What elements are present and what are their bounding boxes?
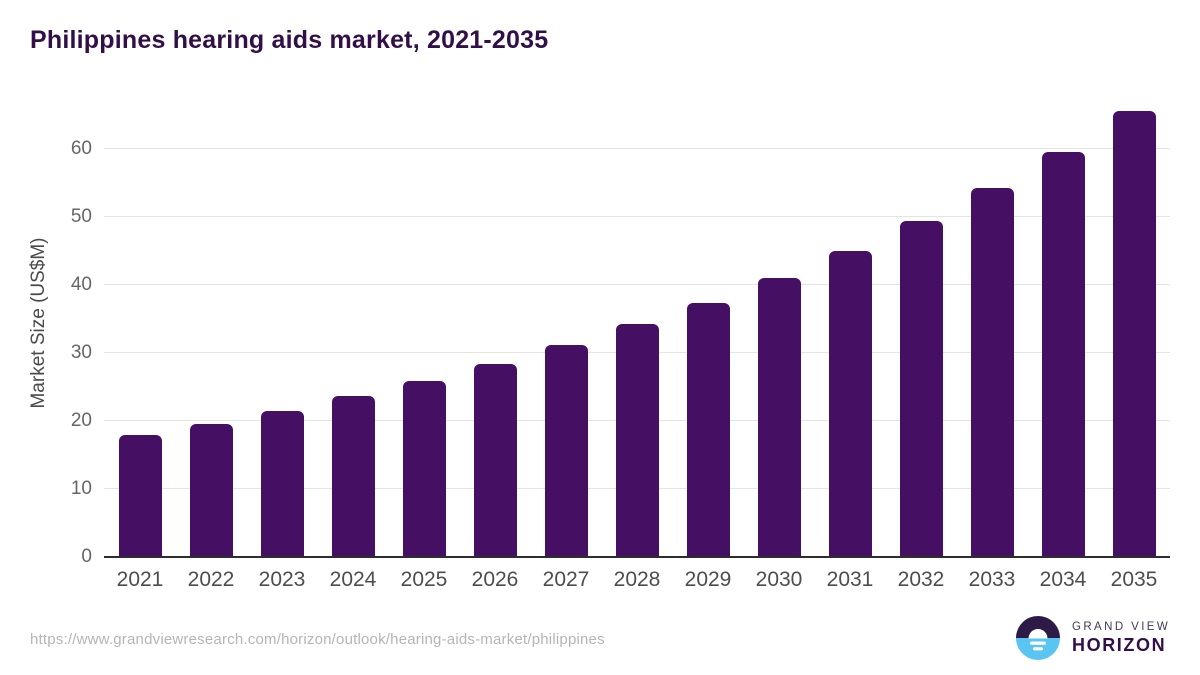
logo-line1: GRAND VIEW	[1072, 621, 1171, 633]
y-tick-label: 20	[70, 409, 92, 431]
x-tick-label: 2034	[1039, 568, 1087, 591]
x-tick-label: 2023	[258, 568, 306, 591]
x-tick-label: 2029	[684, 568, 732, 591]
grand-view-horizon-logo[interactable]: GRAND VIEW HORIZON	[1016, 616, 1170, 660]
bar-2027[interactable]	[544, 345, 588, 557]
y-tick-label: 50	[70, 205, 92, 227]
bar-2030[interactable]	[757, 278, 801, 557]
logo-text: GRAND VIEW HORIZON	[1072, 620, 1170, 656]
bar-2029[interactable]	[686, 302, 730, 557]
source-url: https://www.grandviewresearch.com/horizo…	[30, 631, 605, 648]
page-title: Philippines hearing aids market, 2021-20…	[30, 26, 549, 54]
bar-2025[interactable]	[402, 380, 446, 557]
bar-2028[interactable]	[615, 324, 659, 557]
logo-line2: HORIZON	[1072, 635, 1167, 655]
bar-2023[interactable]	[260, 410, 304, 557]
x-tick-label: 2025	[400, 568, 448, 591]
bar-2034[interactable]	[1041, 151, 1085, 557]
bar-2026[interactable]	[473, 363, 517, 557]
x-tick-label: 2033	[968, 568, 1016, 591]
bar-2031[interactable]	[828, 250, 872, 557]
gridline	[104, 216, 1170, 218]
x-tick-label: 2031	[826, 568, 874, 591]
x-tick-label: 2032	[897, 568, 945, 591]
bar-2033[interactable]	[970, 188, 1014, 557]
gridline	[104, 148, 1170, 150]
gridline	[104, 284, 1170, 286]
y-tick-label: 10	[70, 477, 92, 499]
y-tick-label: 30	[70, 341, 92, 363]
plot-area: 0 10 20 30 40 50 60 2021 2022 2023 2024 2025 2026 202…	[71, 89, 1170, 591]
x-tick-label: 2028	[613, 568, 661, 591]
bar-2035[interactable]	[1112, 110, 1156, 557]
y-axis-label-text: Market Size (US$M)	[28, 237, 49, 409]
x-tick-label: 2027	[542, 568, 590, 591]
bar-2024[interactable]	[331, 396, 375, 557]
y-tick-label: 0	[81, 546, 92, 567]
bar-2021[interactable]	[118, 435, 162, 557]
x-tick-label: 2021	[116, 568, 164, 591]
x-tick-label: 2024	[329, 568, 377, 591]
x-tick-label: 2035	[1110, 568, 1158, 591]
bar-2032[interactable]	[899, 220, 943, 557]
bar-2022[interactable]	[189, 423, 233, 557]
x-tick-label: 2022	[187, 568, 235, 591]
x-tick-label: 2030	[755, 568, 803, 591]
horizon-sun-icon	[1016, 616, 1060, 660]
x-axis-line	[104, 556, 1170, 558]
x-tick-label: 2026	[471, 568, 519, 591]
y-tick-label: 60	[70, 137, 92, 159]
y-tick-label: 40	[70, 273, 92, 295]
